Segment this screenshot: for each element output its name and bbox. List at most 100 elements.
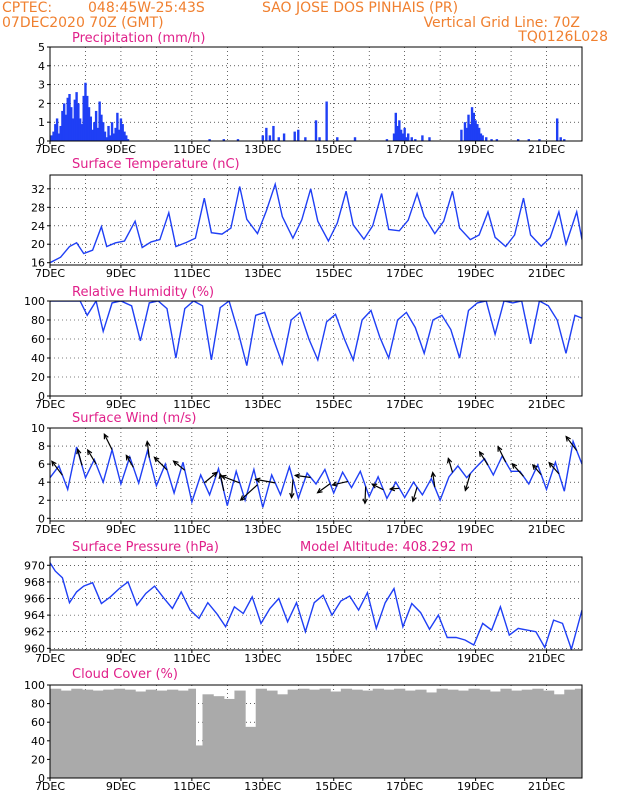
pressure-panel: 960 962 964 966 968 970 7DEC 9DEC 11DEC 13DEC 15DE…	[24, 540, 583, 665]
cloud-bar	[202, 694, 214, 778]
wind-xtick-label: 9DEC	[106, 523, 136, 536]
wind-xtick-label: 15DEC	[315, 523, 352, 536]
precip-ytick-label: 1	[38, 116, 45, 129]
wind-arrow-head	[370, 483, 378, 489]
wind-ytick-label: 10	[31, 422, 45, 435]
precip-xtick-label: 9DEC	[106, 143, 136, 156]
cloud-bar	[167, 689, 179, 778]
wind-arrow	[173, 460, 186, 471]
wind-arrow-head	[153, 456, 160, 463]
precip-bar	[119, 118, 123, 141]
humidity-xtick-label: 9DEC	[106, 398, 136, 411]
wind-ytick-label: 8	[38, 440, 45, 453]
cloud-bar	[156, 690, 168, 778]
pressure-xtick-label: 19DEC	[457, 652, 494, 665]
precip-bar	[485, 137, 488, 141]
cloud-bar	[553, 694, 565, 778]
cloud-bar	[71, 688, 83, 778]
pressure-ytick-label: 968	[24, 576, 45, 589]
cloud-xtick-label: 13DEC	[244, 780, 281, 793]
precip-bar	[121, 124, 124, 141]
cloud-bar	[564, 689, 576, 778]
wind-arrow	[203, 471, 218, 484]
cloud-xtick-label: 15DEC	[315, 780, 352, 793]
precip-bar	[481, 135, 484, 141]
precip-xtick-label: 19DEC	[457, 143, 494, 156]
temperature-xtick-label: 7DEC	[35, 267, 65, 280]
precip-bar	[87, 107, 91, 141]
cloud-bar	[255, 688, 267, 778]
wind-arrow-head	[411, 496, 417, 503]
humidity-xtick-label: 21DEC	[528, 398, 565, 411]
wind-arrow	[511, 463, 524, 477]
wind-arrow-head	[446, 457, 453, 464]
precip-bar	[421, 135, 424, 141]
precip-bar	[463, 122, 467, 141]
humidity-data	[50, 301, 582, 367]
temperature-grid	[50, 175, 582, 265]
wind-arrow	[77, 449, 83, 466]
datetime-label: 07DEC2020 70Z (GMT)	[2, 15, 164, 31]
pressure-xtick-label: 13DEC	[244, 652, 281, 665]
coordinates-label: 048:45W-25:43S	[88, 0, 205, 16]
precip-bar	[62, 103, 66, 141]
wind-arrow	[146, 441, 150, 458]
precip-bar	[103, 131, 107, 141]
cloud-bar	[223, 698, 236, 778]
precip-bar	[469, 124, 472, 141]
humidity-xtick-label: 7DEC	[35, 398, 65, 411]
cloud-bar	[308, 689, 321, 778]
precip-bar	[55, 118, 59, 141]
cloud-ytick-label: 0	[38, 772, 45, 785]
precip-bar	[563, 139, 566, 141]
precip-bar	[516, 139, 520, 141]
precip-xtick-label: 15DEC	[315, 143, 352, 156]
precip-ytick-label: 2	[38, 97, 45, 110]
cloud-bar	[60, 690, 72, 778]
wind-arrow-head	[478, 450, 485, 457]
wind-arrow	[317, 483, 331, 494]
wind-arrow-head	[463, 485, 470, 492]
cloud-bar	[362, 690, 374, 778]
precip-xtick-label: 13DEC	[244, 143, 281, 156]
cloud-bar	[447, 689, 459, 778]
precip-bar	[236, 139, 240, 141]
pressure-xtick-label: 11DEC	[173, 652, 210, 665]
humidity-ytick-label: 20	[31, 371, 45, 384]
precip-bar	[80, 124, 84, 141]
humidity-frame	[49, 300, 583, 397]
humidity-panel: 0 20 40 60 80 100 7DEC 9DEC 11DEC 13DEC 15DEC 17DEC…	[24, 285, 583, 411]
cloud-panel: 0 20 40 60 80 100 7DEC 9DEC 11DEC 13DEC 15DEC 17DEC…	[24, 667, 583, 793]
pressure-xtick-label: 9DEC	[106, 652, 136, 665]
cloud-title: Cloud Cover (%)	[72, 667, 178, 682]
wind-arrow-head	[76, 447, 82, 455]
wind-arrow	[87, 449, 97, 465]
humidity-xtick-label: 19DEC	[457, 398, 494, 411]
wind-arrow-head	[125, 454, 131, 461]
temperature-panel: 16 20 24 28 32 7DEC 9DEC 11DEC 13DEC 15DEC 17DEC 19…	[31, 157, 583, 280]
wind-title: Surface Wind (m/s)	[72, 411, 196, 426]
humidity-ytick-label: 60	[31, 333, 45, 346]
cloud-bar	[177, 690, 189, 778]
precip-xtick-label: 21DEC	[528, 143, 565, 156]
cloud-bar	[383, 689, 395, 778]
pressure-xtick-label: 7DEC	[35, 652, 65, 665]
precip-bar	[84, 82, 87, 141]
temperature-xtick-label: 13DEC	[244, 267, 281, 280]
wind-arrow	[479, 451, 489, 466]
cloud-bar	[404, 690, 416, 778]
cloud-bar	[50, 688, 62, 778]
precip-bar	[98, 101, 101, 141]
cloud-bar	[415, 689, 427, 778]
precip-bar	[479, 133, 483, 141]
pressure-title: Surface Pressure (hPa)	[72, 540, 219, 555]
wind-arrow	[412, 487, 418, 502]
precip-bar	[116, 112, 119, 141]
wind-xtick-label: 17DEC	[386, 523, 423, 536]
precip-bar	[61, 110, 64, 141]
temperature-ytick-label: 20	[31, 238, 45, 251]
precip-bar	[70, 107, 73, 141]
cloud-bar	[298, 688, 310, 778]
cloud-bar	[213, 696, 225, 778]
precip-frame	[49, 46, 583, 142]
